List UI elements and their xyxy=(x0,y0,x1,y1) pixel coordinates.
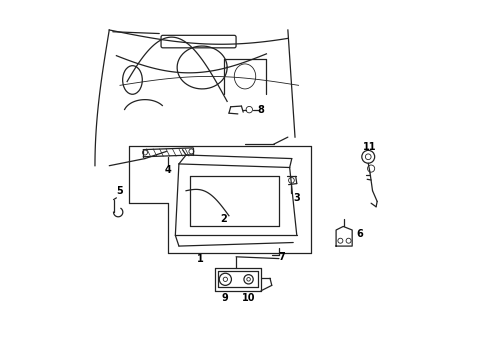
Text: 3: 3 xyxy=(294,193,300,203)
Text: 9: 9 xyxy=(222,293,229,303)
Text: 2: 2 xyxy=(220,214,227,224)
Text: 11: 11 xyxy=(363,142,377,152)
Text: 4: 4 xyxy=(165,165,172,175)
Text: 1: 1 xyxy=(197,254,204,264)
Text: 8: 8 xyxy=(258,105,265,114)
Text: 7: 7 xyxy=(278,252,285,262)
Text: 6: 6 xyxy=(356,229,363,239)
Text: 5: 5 xyxy=(117,186,123,196)
Text: 10: 10 xyxy=(242,293,255,303)
